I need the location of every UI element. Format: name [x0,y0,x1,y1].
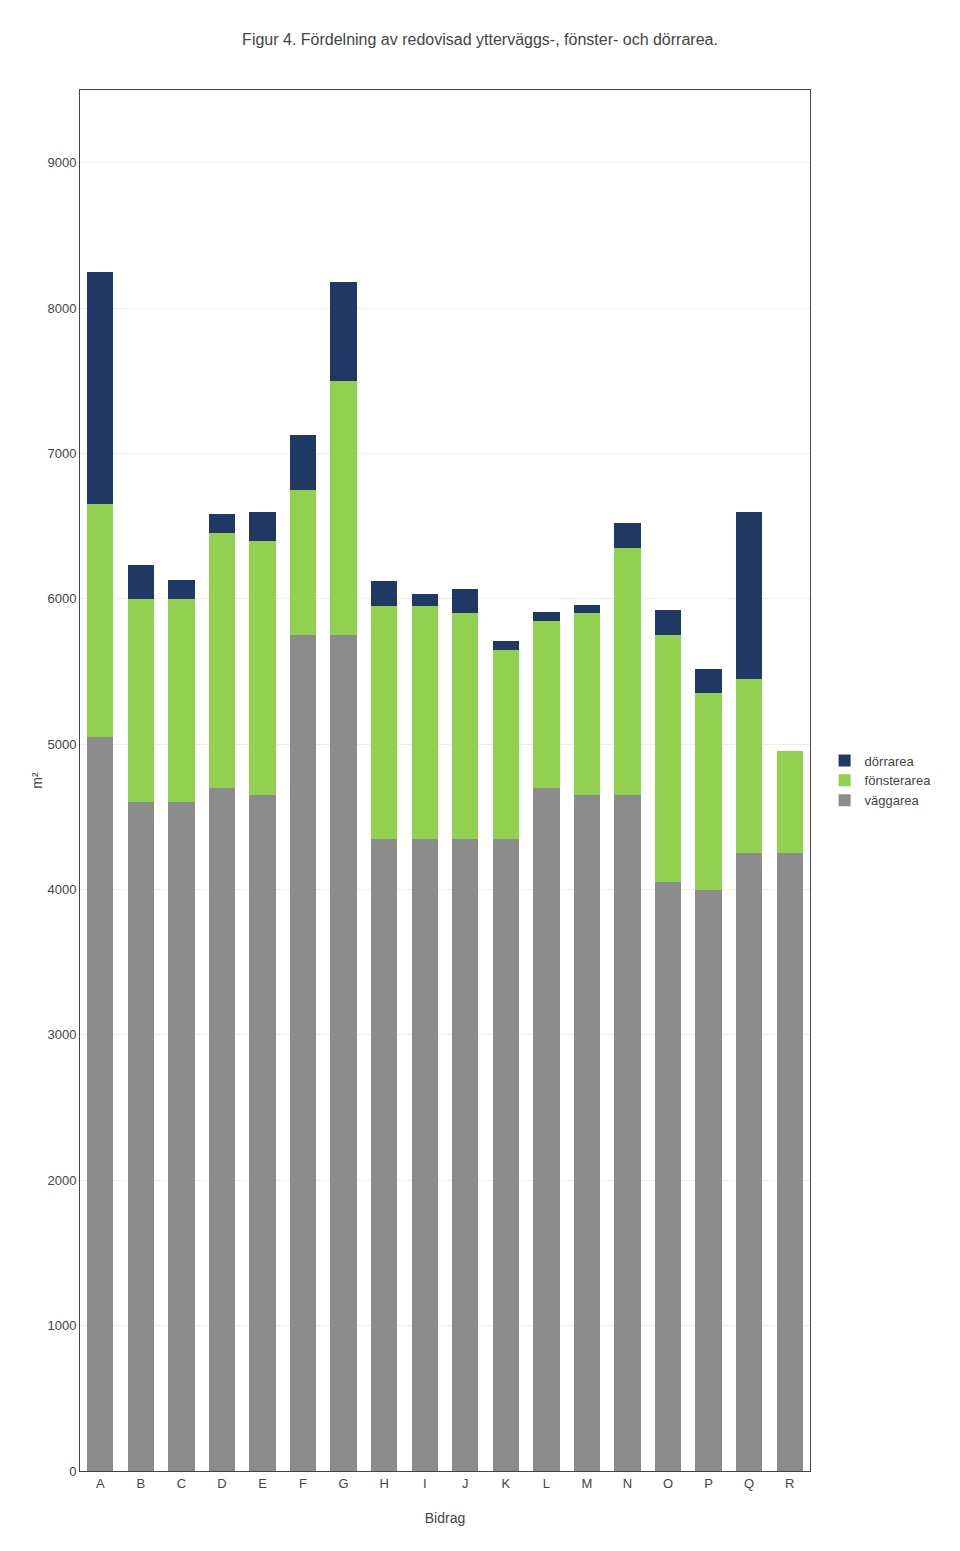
svg-text:0: 0 [69,1464,76,1479]
svg-text:O: O [663,1476,673,1491]
svg-text:J: J [462,1476,469,1491]
svg-text:6000: 6000 [47,591,76,606]
svg-text:5000: 5000 [47,737,76,752]
svg-text:N: N [623,1476,632,1491]
svg-text:1000: 1000 [47,1318,76,1333]
svg-text:H: H [379,1476,388,1491]
svg-text:K: K [501,1476,510,1491]
svg-text:D: D [217,1476,226,1491]
svg-text:Q: Q [744,1476,754,1491]
svg-text:P: P [704,1476,713,1491]
svg-text:E: E [258,1476,267,1491]
svg-text:4000: 4000 [47,882,76,897]
svg-text:G: G [339,1476,349,1491]
svg-text:A: A [96,1476,105,1491]
svg-text:L: L [543,1476,550,1491]
svg-text:2000: 2000 [47,1173,76,1188]
svg-text:B: B [136,1476,145,1491]
svg-text:8000: 8000 [47,301,76,316]
svg-text:Figur 4. Fördelning av redovis: Figur 4. Fördelning av redovisad yttervä… [242,31,718,48]
svg-text:m²: m² [29,772,45,789]
svg-text:dörrarea: dörrarea [865,754,915,769]
svg-text:F: F [299,1476,307,1491]
svg-text:7000: 7000 [47,446,76,461]
svg-text:Bidrag: Bidrag [425,1510,465,1526]
svg-text:M: M [582,1476,593,1491]
svg-text:C: C [177,1476,186,1491]
svg-text:väggarea: väggarea [865,793,920,808]
svg-text:R: R [785,1476,794,1491]
svg-text:fönsterarea: fönsterarea [865,773,932,788]
svg-text:I: I [423,1476,427,1491]
svg-text:3000: 3000 [47,1027,76,1042]
svg-text:9000: 9000 [47,155,76,170]
